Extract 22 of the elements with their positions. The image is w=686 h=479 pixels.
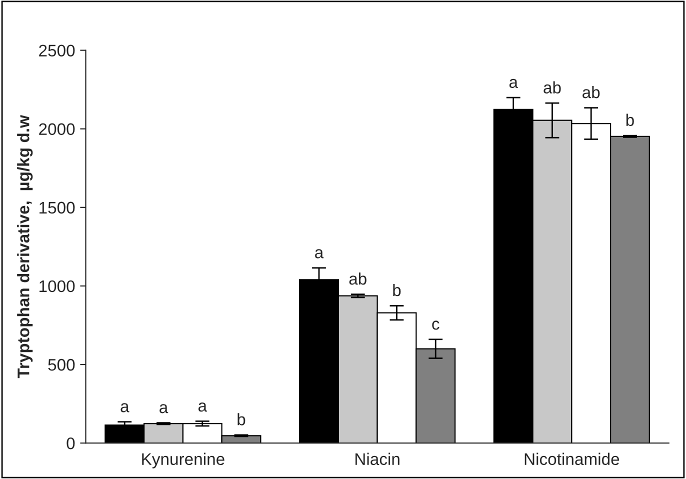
y-axis-title: Tryptophan derivative, µg/kg d.w <box>17 114 33 378</box>
y-tick-label: 0 <box>66 437 75 450</box>
y-tick-label: 2000 <box>39 123 75 136</box>
y-tick-label: 2500 <box>39 44 75 56</box>
x-tick-label: Kynurenine <box>142 452 224 468</box>
data-label: ab <box>544 81 561 94</box>
data-label: b <box>626 114 634 126</box>
data-label: a <box>315 249 324 258</box>
data-label: a <box>198 402 208 412</box>
y-tick-label: 500 <box>48 358 75 371</box>
data-label: c <box>432 320 440 330</box>
data-label: b <box>238 413 246 426</box>
y-tick-label: 1500 <box>40 202 75 214</box>
data-label: a <box>120 403 130 412</box>
y-tick-label: 1000 <box>40 280 75 292</box>
data-label: a <box>509 78 518 88</box>
x-tick-label: Niacin <box>356 452 400 466</box>
x-tick-label: Nicotinamide <box>524 452 620 466</box>
data-label: b <box>393 284 401 296</box>
data-label: ab <box>349 272 366 285</box>
data-label: ab <box>582 86 600 98</box>
data-label: a <box>160 404 168 414</box>
